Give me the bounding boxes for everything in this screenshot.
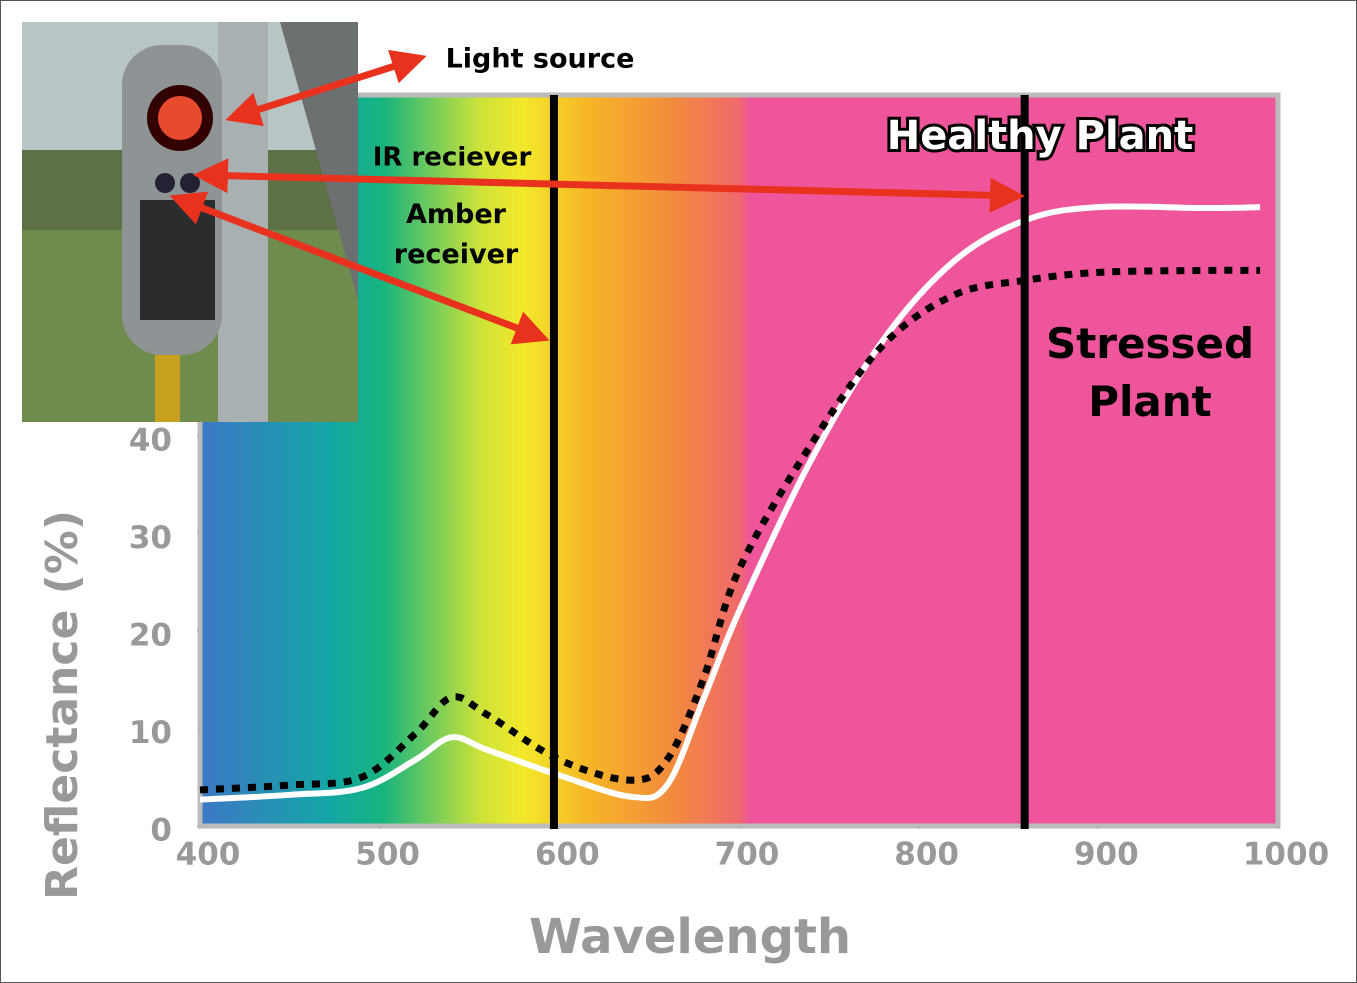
x-tick-label: 1000 bbox=[1243, 837, 1329, 873]
chart: 400 500 600 700 800 900 1000 0 10 20 30 40 Wavelengt… bbox=[0, 0, 1357, 983]
x-tick-label: 600 bbox=[535, 837, 600, 873]
x-axis-title: Wavelength bbox=[529, 909, 851, 965]
y-tick-label: 10 bbox=[129, 715, 172, 751]
legend-label: Stressed Plant bbox=[1020, 315, 1280, 431]
legend-label: Healthy Plant bbox=[887, 113, 1194, 159]
annotation: Light source bbox=[446, 44, 635, 75]
page: 400 500 600 700 800 900 1000 0 10 20 30 40 Wavelengt… bbox=[0, 0, 1357, 983]
x-tick-label: 700 bbox=[715, 837, 780, 873]
x-tick-label: 900 bbox=[1074, 837, 1139, 873]
x-tick-label: 400 bbox=[176, 837, 241, 873]
annotation: IR reciever bbox=[373, 143, 532, 173]
y-tick-label: 40 bbox=[129, 423, 172, 459]
y-tick-label: 30 bbox=[129, 520, 172, 556]
y-tick-label: 20 bbox=[129, 618, 172, 654]
x-tick-label: 500 bbox=[355, 837, 420, 873]
annotation: Amber receiver bbox=[380, 195, 532, 275]
y-tick-label: 0 bbox=[150, 813, 172, 849]
photo bbox=[22, 22, 358, 422]
y-axis-title: Reflectance (%) bbox=[37, 510, 88, 900]
x-tick-label: 800 bbox=[894, 837, 959, 873]
